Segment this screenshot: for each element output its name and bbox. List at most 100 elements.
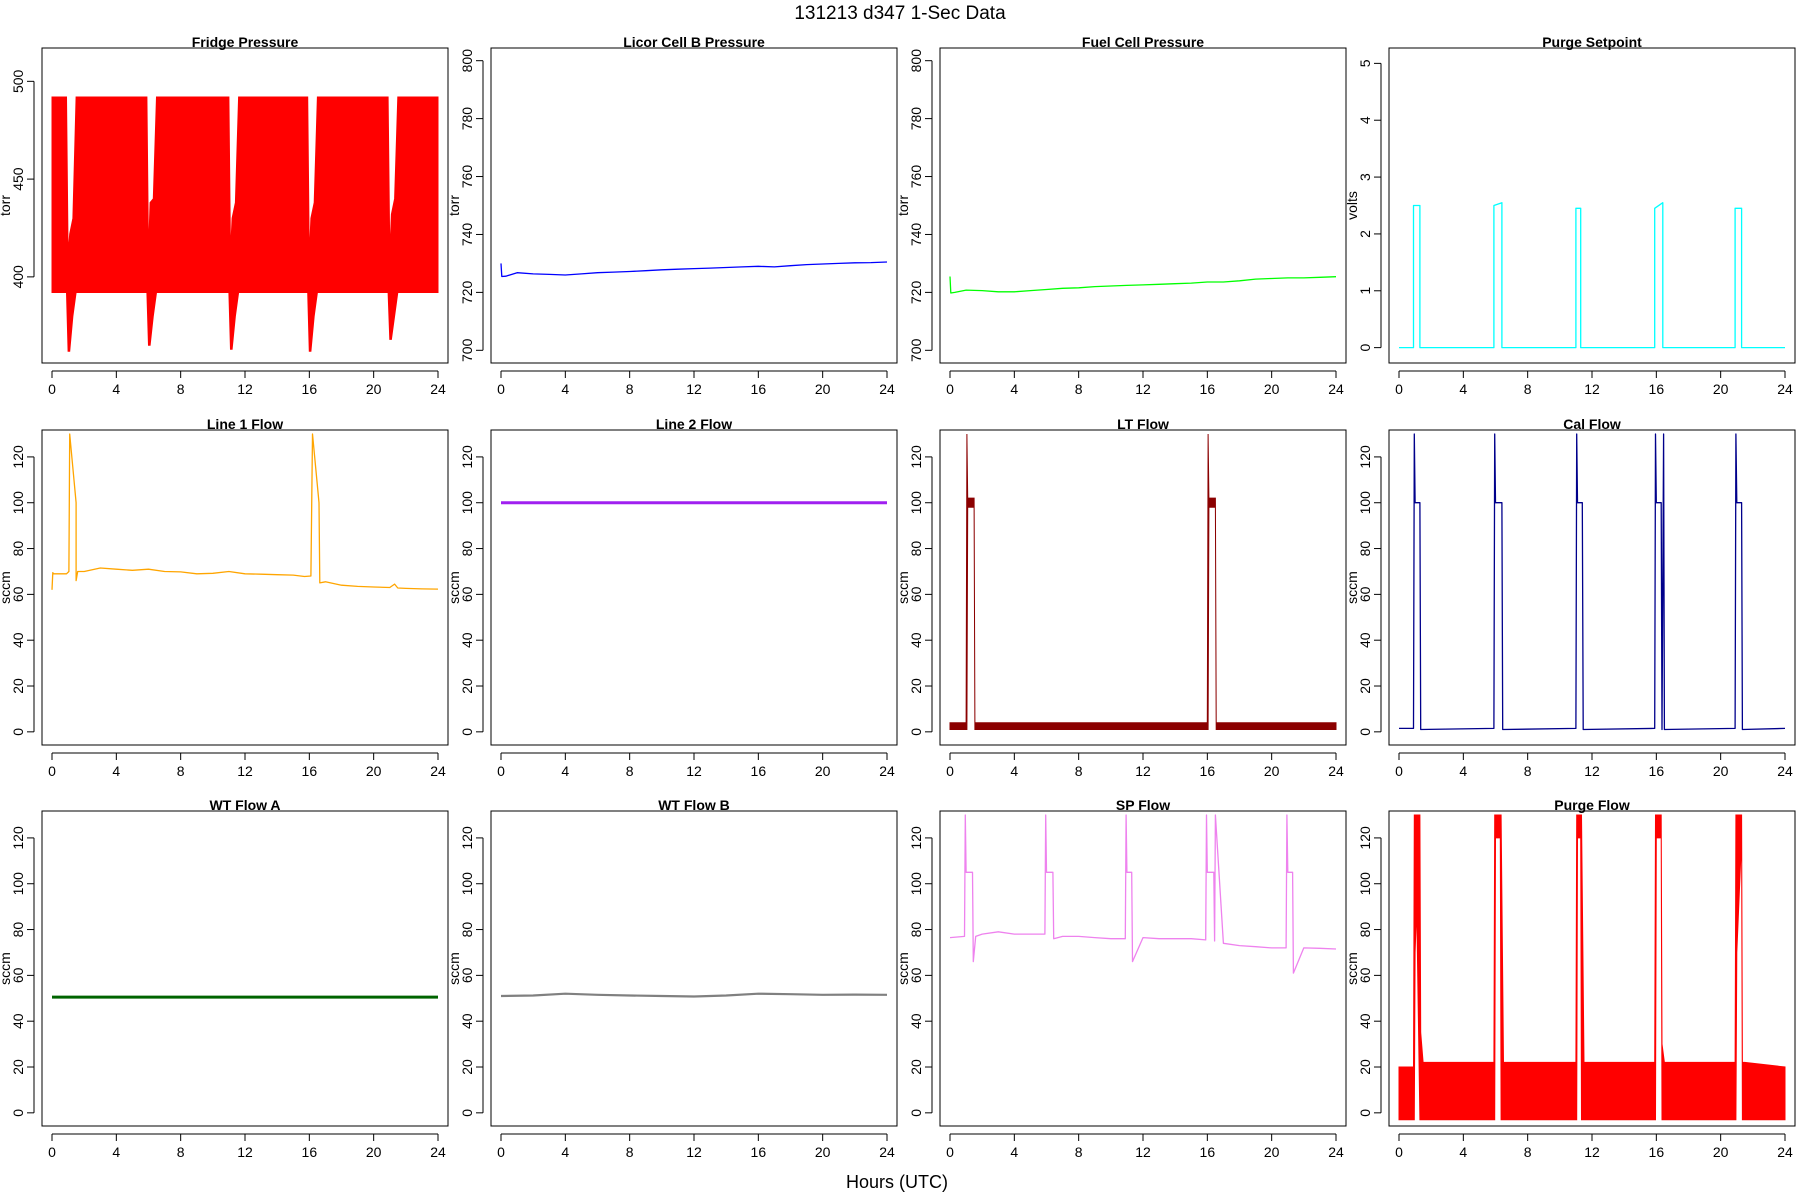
x-axis: 0 4 8 12 16 20 24: [946, 752, 1344, 779]
plot-frame: [939, 810, 1347, 1127]
data-series: [51, 96, 439, 352]
x-tick-label: 8: [1075, 1144, 1083, 1160]
data-series: [1398, 814, 1786, 1121]
x-tick-label: 24: [879, 381, 895, 397]
panel: Fuel Cell Pressure 0 4 8 12 16 20 24 700 720 740 76…: [895, 34, 1347, 397]
y-tick-label: 740: [459, 223, 475, 247]
x-axis: 0 4 8 12 16 20 24: [946, 370, 1344, 397]
y-tick-label: 40: [10, 1013, 26, 1029]
x-tick-label: 24: [1328, 381, 1344, 397]
y-axis: 0 20 40 60 80 100 120: [459, 445, 484, 736]
y-axis: 400 450 500: [10, 69, 35, 289]
plot-frame: [41, 810, 449, 1127]
x-tick-label: 16: [1200, 381, 1216, 397]
y-tick-label: 0: [10, 1109, 26, 1117]
x-tick-label: 24: [1328, 763, 1344, 779]
x-tick-label: 20: [1264, 1144, 1280, 1160]
x-axis: 0 4 8 12 16 20 24: [497, 1133, 895, 1160]
y-tick-label: 60: [459, 586, 475, 602]
y-axis-label: volts: [1344, 191, 1360, 220]
y-tick-label: 80: [459, 541, 475, 557]
y-axis: 0 1 2 3 4 5: [1357, 59, 1382, 352]
x-tick-label: 12: [237, 763, 253, 779]
y-tick-label: 800: [459, 49, 475, 73]
panel-title: LT Flow: [1117, 416, 1169, 432]
y-tick-label: 760: [459, 165, 475, 189]
x-tick-label: 20: [1264, 763, 1280, 779]
plot-area: [51, 433, 439, 590]
y-tick-label: 0: [459, 1109, 475, 1117]
x-tick-label: 12: [1584, 381, 1600, 397]
x-tick-label: 20: [366, 381, 382, 397]
data-series: [1399, 433, 1786, 731]
x-tick-label: 0: [946, 381, 954, 397]
x-tick-label: 0: [1395, 381, 1403, 397]
y-tick-label: 0: [1357, 344, 1373, 352]
y-tick-label: 100: [908, 872, 924, 896]
x-tick-label: 0: [497, 763, 505, 779]
x-tick-label: 8: [626, 381, 634, 397]
y-tick-label: 60: [1357, 586, 1373, 602]
y-tick-label: 100: [908, 491, 924, 515]
x-tick-label: 0: [48, 1144, 56, 1160]
x-tick-label: 20: [815, 763, 831, 779]
data-series: [500, 992, 888, 998]
plot-frame: [1388, 47, 1796, 364]
x-tick-label: 24: [430, 381, 446, 397]
y-axis-label: sccm: [0, 571, 13, 604]
y-tick-label: 20: [10, 1059, 26, 1075]
x-tick-label: 0: [497, 381, 505, 397]
x-tick-label: 0: [1395, 763, 1403, 779]
x-tick-label: 16: [1649, 381, 1665, 397]
y-tick-label: 60: [459, 967, 475, 983]
y-tick-label: 100: [459, 872, 475, 896]
x-tick-label: 12: [237, 381, 253, 397]
data-series: [949, 814, 1337, 974]
x-tick-label: 12: [686, 763, 702, 779]
y-tick-label: 120: [1357, 445, 1373, 469]
y-tick-label: 0: [1357, 1109, 1373, 1117]
y-tick-label: 60: [908, 967, 924, 983]
x-tick-label: 24: [1777, 381, 1793, 397]
plot-area: [500, 261, 888, 278]
x-tick-label: 0: [946, 763, 954, 779]
y-axis: 0 20 40 60 80 100 120: [10, 445, 35, 736]
panel-title: SP Flow: [1116, 797, 1170, 813]
y-axis-label: sccm: [0, 952, 13, 985]
y-axis: 0 20 40 60 80 100 120: [1357, 445, 1382, 736]
y-tick-label: 40: [908, 1013, 924, 1029]
x-tick-label: 0: [48, 381, 56, 397]
y-tick-label: 80: [10, 541, 26, 557]
x-axis: 0 4 8 12 16 20 24: [48, 752, 446, 779]
x-tick-label: 4: [112, 1144, 120, 1160]
x-tick-label: 24: [1777, 763, 1793, 779]
y-axis-label: sccm: [1344, 952, 1360, 985]
y-tick-label: 80: [1357, 541, 1373, 557]
x-axis: 0 4 8 12 16 20 24: [1395, 370, 1793, 397]
y-tick-label: 0: [1357, 728, 1373, 736]
plot-frame: [41, 429, 449, 746]
x-tick-label: 0: [1395, 1144, 1403, 1160]
panel: SP Flow 0 4 8 12 16 20 24 0 20 40 60 80 100 120 sccm: [895, 797, 1347, 1160]
y-tick-label: 80: [10, 922, 26, 938]
y-tick-label: 0: [908, 1109, 924, 1117]
y-tick-label: 100: [1357, 872, 1373, 896]
x-tick-label: 20: [815, 1144, 831, 1160]
x-tick-label: 20: [366, 1144, 382, 1160]
panel: LT Flow 0 4 8 12 16 20 24 0 20 40 60 80 100 120 sccm: [895, 416, 1347, 779]
y-tick-label: 20: [908, 678, 924, 694]
x-axis: 0 4 8 12 16 20 24: [1395, 1133, 1793, 1160]
y-tick-label: 120: [1357, 826, 1373, 850]
x-tick-label: 4: [561, 1144, 569, 1160]
x-tick-label: 4: [1459, 381, 1467, 397]
y-axis-label: sccm: [895, 571, 911, 604]
y-tick-label: 40: [459, 1013, 475, 1029]
panel: WT Flow A 0 4 8 12 16 20 24 0 20 40 60 80 100 120 sccm: [0, 797, 449, 1160]
x-tick-label: 24: [430, 763, 446, 779]
panel: Line 2 Flow 0 4 8 12 16 20 24 0 20 40 60 80 100 120 scc…: [446, 416, 898, 779]
x-tick-label: 20: [1713, 381, 1729, 397]
x-tick-label: 4: [1010, 381, 1018, 397]
x-tick-label: 16: [1200, 1144, 1216, 1160]
